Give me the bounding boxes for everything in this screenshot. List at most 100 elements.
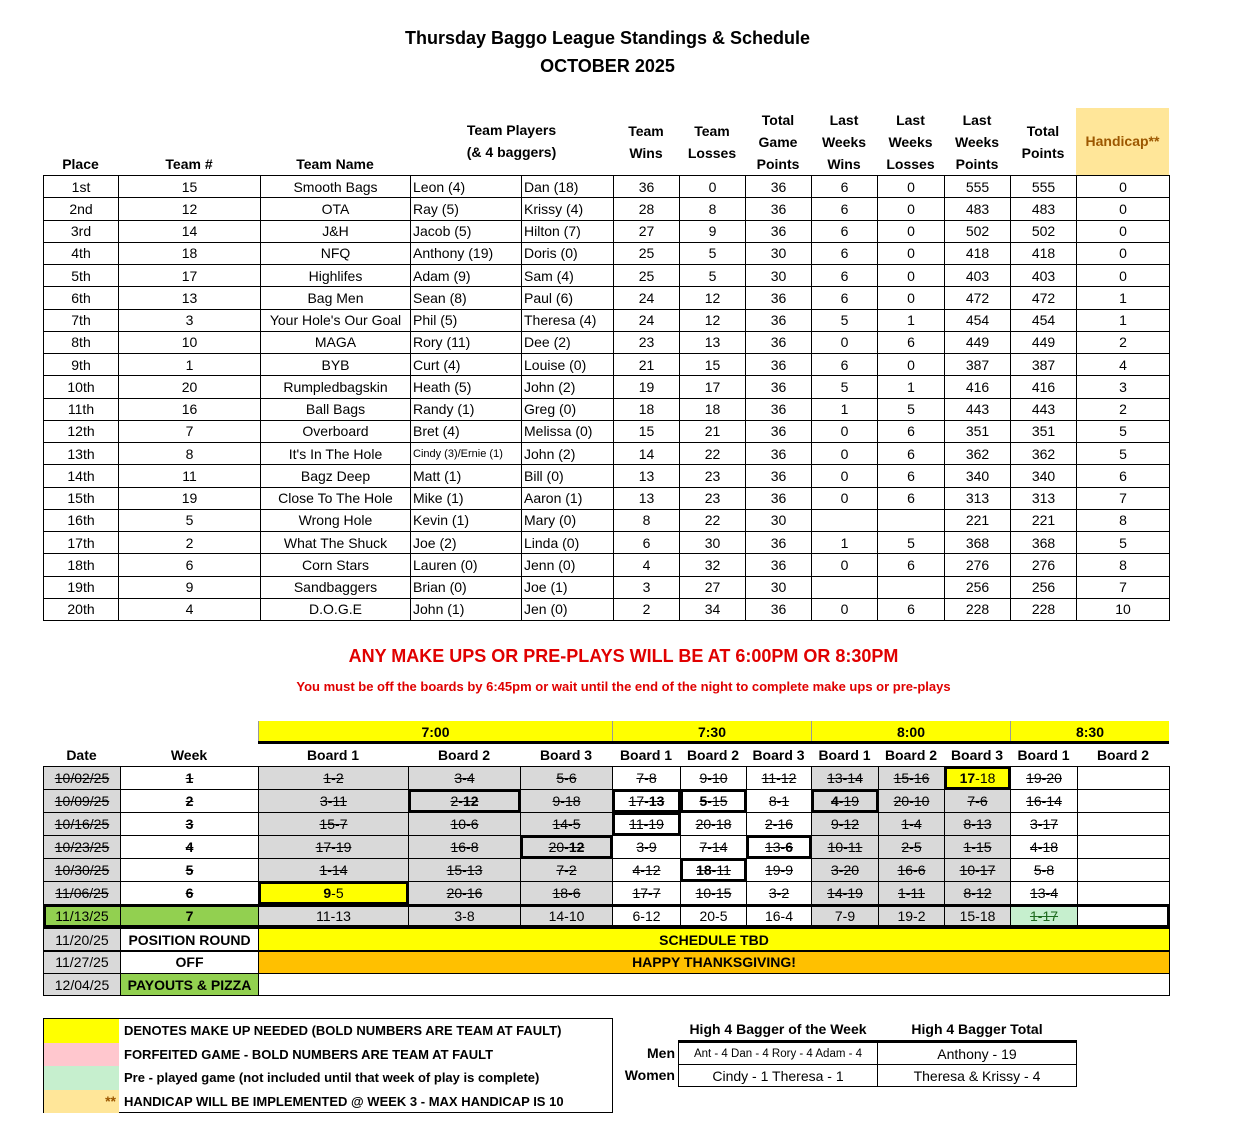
match-cell: 1 - 17 [1010,904,1078,928]
team-b: 13 [335,908,351,924]
standings-cell: 36 [613,175,680,199]
match-separator: - [331,839,336,855]
standings-cell: Bill (0) [521,464,614,488]
team-b: 9 [785,862,794,878]
page-subtitle: OCTOBER 2025 [540,56,675,76]
team-a: 19 [1026,770,1042,786]
match-cell: 6 - 12 [612,904,681,928]
match-cell: 3 - 4 [408,766,521,790]
match-cell: 9 - 12 [811,812,879,836]
match-separator: - [1041,793,1047,809]
match-separator: - [909,793,914,809]
makeup-subnotice: You must be off the boards by 6:45pm or … [296,679,951,694]
standings-cell: 1 [1076,308,1170,332]
standings-cell: 13th [43,442,119,466]
schedule-date: 10/16/25 [43,812,121,836]
team-b: 6 [979,793,988,809]
match-cell: 20 - 10 [878,789,945,813]
empty-match-cell [1077,881,1170,905]
schedule-date: 11/20/25 [43,928,121,951]
standings-cell: 502 [944,219,1011,243]
schedule-week: 4 [120,835,259,859]
match-separator: - [644,770,649,786]
standings-cell: Dee (2) [521,330,614,354]
match-cell: 5 - 6 [520,766,613,790]
match-cell: 10 - 17 [944,858,1011,882]
legend-text: HANDICAP WILL BE IMPLEMENTED @ WEEK 3 - … [124,1093,564,1109]
match-separator: - [909,839,914,855]
match-cell: 10 - 6 [408,812,521,836]
board-header: Board 2 [437,747,491,763]
standings-cell: What The Shuck [260,531,411,555]
team-b: 11 [716,862,731,878]
match-cell: 7 - 14 [680,835,747,859]
team-b: 12 [462,793,479,809]
standings-cell: 340 [1010,464,1077,488]
standings-cell: Corn Stars [260,553,411,577]
match-separator: - [564,862,569,878]
standings-cell: 0 [1076,264,1170,288]
team-b: 19 [335,839,352,855]
standings-cell: 418 [1010,241,1077,265]
team-a: 18 [696,862,712,878]
team-b: 18 [715,816,732,832]
standings-cell: J&H [260,219,411,243]
standings-cell: 0 [811,330,878,354]
team-a: 3 [768,885,777,901]
standings-cell: 32 [679,553,746,577]
standings-cell: 362 [944,442,1011,466]
standings-cell: 7 [1076,575,1170,599]
standings-cell: 8 [1076,508,1170,532]
standings-cell: 4th [43,241,119,265]
standings-cell: Brian (0) [410,575,522,599]
standings-cell: 11 [118,464,261,488]
standings-cell: 472 [1010,286,1077,310]
standings-cell: Heath (5) [410,375,522,399]
team-b: 18 [1042,839,1059,855]
match-separator: - [1037,908,1043,924]
standings-cell: Joe (1) [521,575,614,599]
standings-cell: 256 [944,575,1011,599]
schedule-date: 10/09/25 [43,789,121,813]
standings-header-0: Place [62,156,99,172]
standings-cell: 6 [811,264,878,288]
team-a: 20 [446,885,463,901]
team-a: 10 [695,885,712,901]
standings-cell: 13 [118,286,261,310]
standings-cell: 18th [43,553,119,577]
standings-cell: 0 [811,419,878,443]
match-separator: - [975,862,980,878]
match-separator: - [648,885,653,901]
standings-cell: 36 [745,286,812,310]
match-cell: 17 - 19 [258,835,409,859]
match-separator: - [568,885,573,901]
match-separator: - [711,885,716,901]
team-a: 16 [764,908,781,924]
standings-cell [811,575,878,599]
standings-cell: Leon (4) [410,175,522,199]
standings-cell: 0 [811,464,878,488]
match-separator: - [462,885,467,901]
team-b: 2 [917,908,926,924]
standings-cell: 6 [613,531,680,555]
match-cell: 4 - 18 [1010,835,1078,859]
team-b: 7 [652,885,661,901]
match-cell: 3 - 11 [258,789,409,813]
standings-cell: 16th [43,508,119,532]
standings-cell: 19 [118,486,261,510]
standings-cell: 256 [1010,575,1077,599]
makeup-notice: ANY MAKE UPS OR PRE-PLAYS WILL BE AT 6:0… [348,646,899,666]
match-cell: 2 - 16 [746,812,812,836]
team-b: 17 [1042,908,1059,924]
match-cell: 16 - 4 [746,904,812,928]
team-a: 15 [446,862,463,878]
match-separator: - [707,770,712,786]
standings-cell: 0 [877,286,945,310]
standings-cell: Randy (1) [410,397,522,421]
standings-cell: 4 [1076,353,1170,377]
team-b: 19 [648,816,664,832]
match-separator: - [776,793,782,809]
team-b: 8 [470,839,479,855]
standings-cell: 6 [877,464,945,488]
standings-cell: 13 [613,464,680,488]
